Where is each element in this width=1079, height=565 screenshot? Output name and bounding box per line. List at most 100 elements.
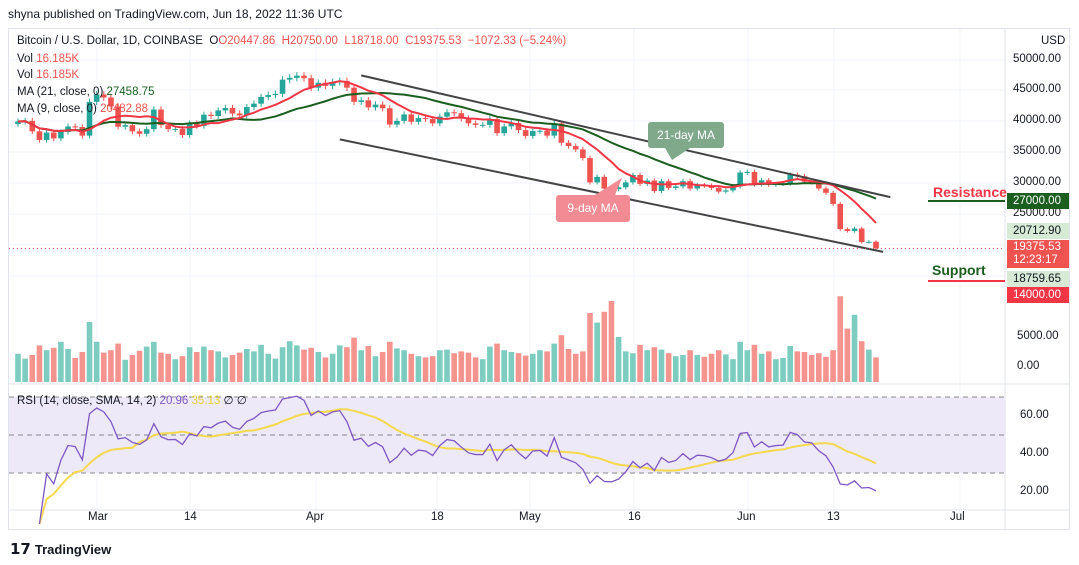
rsi-sma-value: 35.13 [191, 395, 221, 407]
candle-body [86, 101, 93, 136]
ma21-line [17, 91, 877, 200]
candle-body [179, 128, 186, 136]
volume-bar [451, 353, 457, 382]
candle-body [172, 128, 179, 130]
candle-body [358, 100, 364, 102]
support-price-label: 14000.00 [1007, 287, 1069, 303]
candle-body [143, 129, 150, 134]
time-tick: 16 [628, 511, 641, 523]
candle-body [265, 95, 272, 97]
volume-bar [344, 347, 350, 382]
candle-body [651, 180, 658, 191]
candle-body [251, 103, 257, 108]
rsi-legend[interactable]: RSI (14, close, SMA, 14, 2) 20.96 35.13 … [17, 393, 247, 407]
candle-body [580, 149, 586, 159]
volume-bar [765, 351, 772, 382]
candle-body [101, 94, 107, 98]
volume-bar [773, 359, 779, 382]
time-tick: Jul [950, 511, 965, 523]
candle-body [622, 182, 629, 188]
volume-bar [58, 341, 64, 382]
volume-bar [272, 358, 279, 382]
candle-body [387, 108, 393, 125]
volume-bar [258, 344, 264, 382]
volume-bar [50, 347, 57, 382]
volume-bar [201, 346, 207, 382]
candle-body [558, 123, 565, 143]
brand-name: TradingView [34, 541, 112, 557]
ma21-callout: 21-day MA [648, 122, 724, 148]
volume-bar [251, 351, 257, 382]
volume-bar [737, 341, 743, 382]
volume-bar [508, 352, 515, 382]
volume-bar [165, 353, 171, 382]
candle-body [186, 123, 193, 136]
volume-bar [458, 351, 465, 382]
ma21-label: MA (21, close, 0) [17, 86, 104, 98]
candle-body [401, 114, 407, 121]
ma9-callout-pointer [595, 178, 622, 195]
volume-bar [701, 356, 708, 382]
candle-body [572, 146, 579, 150]
volume-bar [751, 344, 758, 382]
candle-body [830, 192, 836, 204]
candle-body [93, 94, 100, 102]
volume-bar [444, 349, 450, 382]
support-label: Support [932, 262, 986, 278]
vol-label: Vol [17, 69, 33, 81]
price-tick: 40000.00 [1013, 114, 1061, 126]
candle-body [201, 114, 207, 126]
volume-bar [866, 349, 872, 382]
volume-bar [229, 355, 236, 382]
ma21-legend[interactable]: MA (21, close, 0) 27458.75 [17, 86, 154, 98]
volume-bar [193, 352, 200, 382]
volume-bar [408, 353, 415, 382]
time-tick: 13 [827, 511, 840, 523]
time-tick: Apr [306, 511, 324, 523]
volume-bar [565, 349, 572, 382]
volume-bar [823, 356, 829, 382]
volume-bar [858, 341, 865, 382]
candle-body [615, 187, 622, 190]
candle-body [36, 131, 43, 140]
candle-body [694, 185, 701, 189]
candle-body [801, 176, 808, 182]
volume-bar [651, 347, 658, 382]
candle-body [394, 120, 400, 125]
volume-bar [236, 352, 243, 382]
volume-bar [837, 296, 844, 382]
candle-body [472, 123, 479, 125]
candle-body [301, 75, 307, 79]
candle-body [458, 113, 465, 119]
rsi-sma-line [38, 408, 877, 525]
volume-bar [780, 358, 786, 382]
volume-bar [658, 349, 665, 382]
candle-body [544, 130, 550, 136]
volume-bar [708, 353, 715, 382]
resistance-price-label: 27000.00 [1007, 193, 1069, 209]
candle-body [866, 241, 872, 243]
volume-bar [787, 346, 793, 382]
low-value: L18718.00 [344, 35, 399, 47]
ma9-legend[interactable]: MA (9, close, 0) 20482.88 [17, 103, 148, 115]
candle-body [522, 130, 529, 136]
volume-bar [694, 355, 701, 382]
candle-body [294, 75, 300, 78]
candle-body [158, 109, 164, 126]
volume-bar [644, 350, 650, 382]
time-tick: Mar [88, 511, 108, 523]
vol-legend-1[interactable]: Vol 16.185K [17, 53, 79, 65]
volume-bar [72, 358, 78, 382]
volume-bar [179, 356, 186, 382]
volume-bar [422, 357, 429, 382]
vol-legend-2[interactable]: Vol 16.185K [17, 69, 79, 81]
volume-bar [394, 348, 400, 382]
candle-body [494, 119, 500, 134]
volume-bar [308, 347, 314, 382]
volume-bar [594, 322, 600, 382]
tradingview-logo[interactable]: 𝟭𝟳 TradingView [10, 540, 111, 558]
candle-body [587, 158, 593, 183]
candle-body [415, 118, 422, 122]
rsi-extra: ∅ [223, 395, 234, 407]
